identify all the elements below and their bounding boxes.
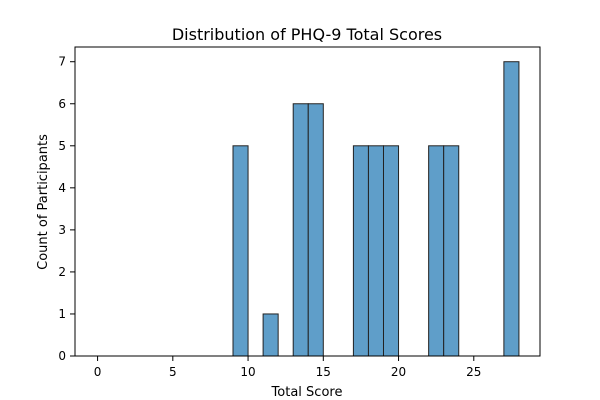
y-tick-label: 7 [58,55,66,69]
bars-group [232,61,520,357]
y-tick-label: 6 [58,97,66,111]
y-tick-label: 2 [58,265,66,279]
histogram-bar-3 [307,103,324,357]
y-tick-label: 4 [58,181,66,195]
x-tick-label: 20 [391,365,406,379]
histogram-bar-4 [352,145,369,357]
y-tick-label: 5 [58,139,66,153]
x-tick-label: 25 [466,365,481,379]
plot-frame [74,46,541,357]
histogram-bar-6 [382,145,400,357]
histogram-bar-5 [367,145,384,357]
x-axis-ticks: 0 5 10 15 20 25 [94,356,481,379]
x-tick-label: 0 [94,365,102,379]
x-axis-label: Total Score [271,385,343,400]
histogram-bar-2 [292,103,309,357]
histogram-bar-0 [232,145,249,357]
x-tick-label: 15 [316,365,331,379]
histogram-bar-9 [503,61,520,357]
y-tick-label: 0 [58,349,66,363]
chart-title: Distribution of PHQ-9 Total Scores [172,25,442,44]
x-tick-label: 10 [240,365,255,379]
y-axis-ticks: 0 1 2 3 4 5 6 7 [58,55,75,363]
histogram-bar-7 [428,145,445,357]
y-tick-label: 3 [58,223,66,237]
y-axis-label: Count of Participants [36,134,51,270]
y-tick-label: 1 [58,307,66,321]
x-tick-label: 5 [169,365,177,379]
histogram-bar-8 [443,145,460,357]
histogram-bar-1 [262,313,279,357]
